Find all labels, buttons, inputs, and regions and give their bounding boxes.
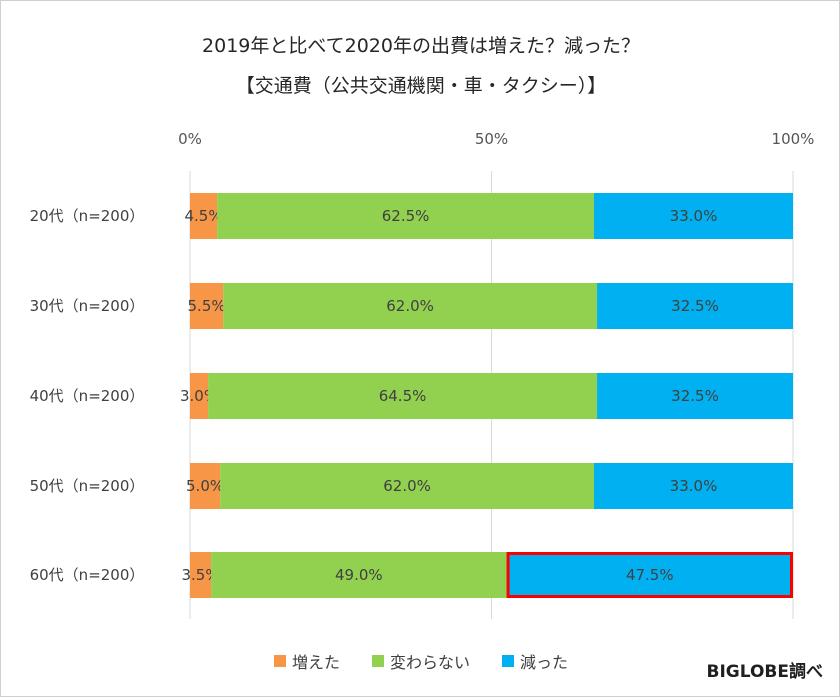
legend-label: 増えた	[291, 653, 340, 672]
x-tick-label: 50%	[475, 130, 508, 148]
bar-segment	[506, 552, 793, 598]
bar-segment	[211, 552, 507, 598]
legend-swatch	[502, 655, 514, 667]
legend-swatch	[371, 655, 384, 667]
data-label: 62.0%	[383, 477, 431, 495]
data-label: 33.0%	[670, 477, 718, 495]
bar-segment	[217, 193, 595, 239]
data-label: 49.0%	[335, 566, 383, 584]
credit-label: BIGLOBE調べ	[706, 662, 824, 682]
bar-segment	[594, 463, 793, 509]
legend-label: 変わらない	[389, 653, 470, 672]
x-tick-label: 100%	[772, 130, 815, 148]
bar-segment	[597, 283, 793, 329]
bar-segment	[190, 373, 209, 419]
category-label: 60代（n=200）	[30, 566, 145, 584]
data-label: 33.0%	[670, 207, 718, 225]
legend-item: 減った	[502, 649, 568, 673]
data-label: 62.0%	[386, 297, 434, 315]
category-label: 20代（n=200）	[30, 207, 145, 225]
bar-segment	[190, 283, 224, 329]
legend: 増えた 変わらない 減った	[1, 649, 840, 673]
data-label: 62.5%	[382, 207, 430, 225]
bar-segment	[597, 373, 793, 419]
legend-label: 減った	[520, 653, 569, 672]
data-label: 64.5%	[379, 387, 427, 405]
data-label: 5.0%	[186, 477, 224, 495]
data-label: 4.5%	[185, 207, 223, 225]
category-label: 50代（n=200）	[30, 477, 145, 495]
chart-title: 2019年と比べて2020年の出費は増えた？減った？	[202, 35, 640, 57]
data-label: 3.5%	[181, 566, 219, 584]
data-label: 5.5%	[188, 297, 226, 315]
data-label: 32.5%	[671, 387, 719, 405]
legend-item: 増えた	[273, 649, 340, 673]
bar-segment	[223, 283, 598, 329]
bar-segment	[190, 552, 212, 598]
legend-item: 変わらない	[371, 649, 470, 673]
bar-segment	[594, 193, 793, 239]
highlight-box	[506, 552, 793, 598]
bar-segment	[220, 463, 595, 509]
chart-subtitle: 【交通費（公共交通機関・車・タクシー）】	[235, 75, 607, 97]
bar-segment	[190, 193, 218, 239]
x-tick-label: 0%	[178, 130, 202, 148]
category-label: 40代（n=200）	[30, 387, 145, 405]
data-label: 32.5%	[671, 297, 719, 315]
bar-segment	[190, 463, 221, 509]
bar-segment	[208, 373, 598, 419]
category-label: 30代（n=200）	[30, 297, 145, 315]
legend-swatch	[273, 655, 286, 667]
data-label: 47.5%	[626, 566, 674, 584]
